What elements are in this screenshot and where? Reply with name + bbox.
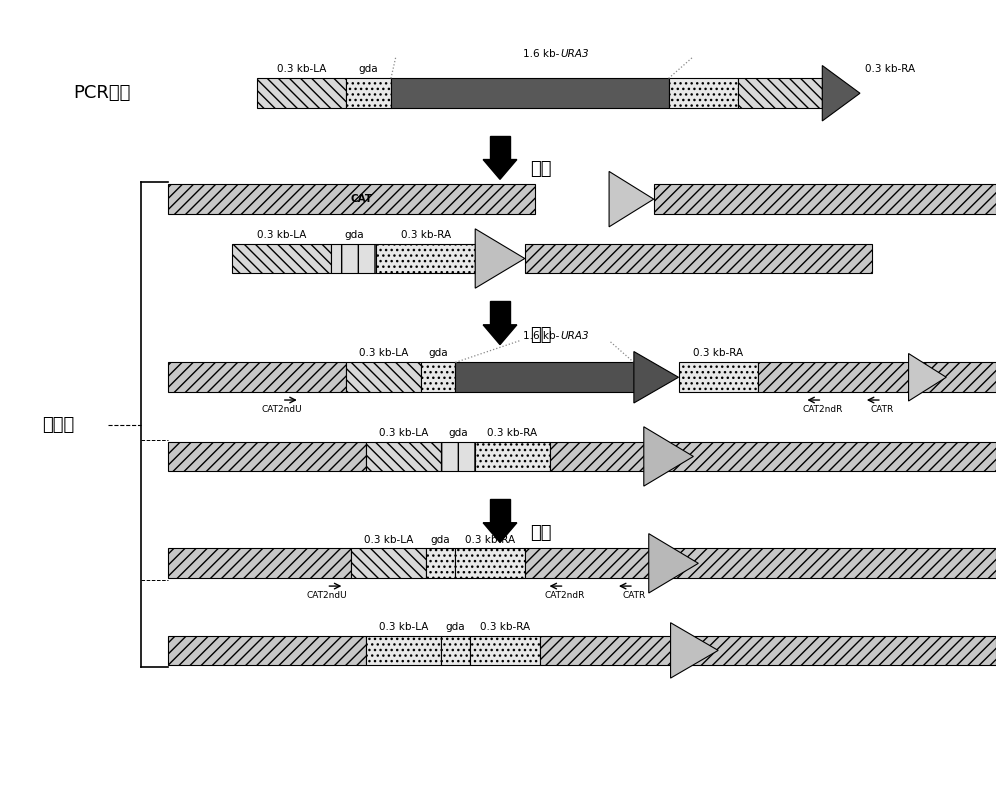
Text: 整合: 整合 bbox=[530, 326, 551, 344]
Bar bbox=[758, 362, 996, 392]
Text: URA3: URA3 bbox=[560, 331, 589, 341]
Bar bbox=[421, 362, 455, 392]
Text: gda: gda bbox=[428, 349, 448, 358]
Polygon shape bbox=[483, 324, 517, 345]
Bar bbox=[525, 244, 872, 274]
Bar bbox=[441, 442, 475, 471]
Polygon shape bbox=[822, 65, 860, 121]
Text: 0.3 kb-LA: 0.3 kb-LA bbox=[257, 229, 307, 240]
Polygon shape bbox=[475, 229, 525, 288]
Bar bbox=[490, 301, 510, 324]
Text: 1.6 kb-: 1.6 kb- bbox=[523, 331, 560, 341]
Text: CAT2ndR: CAT2ndR bbox=[544, 591, 585, 600]
Bar bbox=[455, 362, 634, 392]
Bar bbox=[351, 548, 426, 578]
Bar bbox=[346, 78, 391, 108]
Text: 0.3 kb-LA: 0.3 kb-LA bbox=[364, 535, 413, 544]
Polygon shape bbox=[609, 171, 654, 227]
Bar bbox=[550, 442, 996, 471]
Text: 0.3 kb-RA: 0.3 kb-RA bbox=[865, 64, 915, 74]
Text: 0.3 kb-RA: 0.3 kb-RA bbox=[480, 621, 530, 632]
Text: CAT: CAT bbox=[350, 194, 372, 204]
Text: gda: gda bbox=[446, 621, 465, 632]
Bar bbox=[366, 442, 441, 471]
Text: 0.3 kb-RA: 0.3 kb-RA bbox=[465, 535, 515, 544]
Text: PCR产物: PCR产物 bbox=[74, 85, 131, 102]
Polygon shape bbox=[644, 427, 693, 486]
Text: URA3: URA3 bbox=[560, 48, 589, 59]
Text: 0.3 kb-LA: 0.3 kb-LA bbox=[359, 349, 408, 358]
Bar bbox=[168, 362, 346, 392]
Text: CATR: CATR bbox=[870, 405, 893, 414]
Bar bbox=[232, 244, 331, 274]
Bar bbox=[738, 78, 822, 108]
Text: 0.3 kb-LA: 0.3 kb-LA bbox=[277, 64, 326, 74]
Text: CAT2ndU: CAT2ndU bbox=[306, 591, 347, 600]
Bar bbox=[654, 184, 996, 214]
Bar bbox=[168, 442, 366, 471]
Text: 切除: 切除 bbox=[530, 523, 551, 542]
Bar bbox=[470, 636, 540, 665]
Text: CAT2ndR: CAT2ndR bbox=[802, 405, 842, 414]
Bar bbox=[525, 548, 996, 578]
Text: gda: gda bbox=[448, 427, 468, 438]
Bar bbox=[366, 636, 441, 665]
Text: 染色体: 染色体 bbox=[43, 415, 75, 434]
Text: 1.6 kb-: 1.6 kb- bbox=[523, 48, 560, 59]
Bar bbox=[426, 548, 455, 578]
Bar bbox=[168, 548, 351, 578]
Polygon shape bbox=[483, 522, 517, 543]
Text: 0.3 kb-LA: 0.3 kb-LA bbox=[379, 427, 428, 438]
Polygon shape bbox=[671, 623, 718, 678]
Text: gda: gda bbox=[359, 64, 378, 74]
Polygon shape bbox=[909, 353, 946, 401]
Text: 0.3 kb-RA: 0.3 kb-RA bbox=[487, 427, 537, 438]
Bar bbox=[490, 499, 510, 522]
Bar bbox=[257, 78, 346, 108]
Bar bbox=[376, 244, 475, 274]
Bar bbox=[391, 78, 669, 108]
Text: gda: gda bbox=[344, 229, 364, 240]
Bar bbox=[331, 244, 376, 274]
Bar bbox=[490, 136, 510, 159]
Bar bbox=[540, 636, 996, 665]
Text: gda: gda bbox=[431, 535, 450, 544]
Bar bbox=[669, 78, 738, 108]
Text: 0.3 kb-RA: 0.3 kb-RA bbox=[693, 349, 743, 358]
Text: 0.3 kb-LA: 0.3 kb-LA bbox=[379, 621, 428, 632]
Polygon shape bbox=[483, 159, 517, 180]
Bar bbox=[346, 362, 421, 392]
Text: 0.3 kb-RA: 0.3 kb-RA bbox=[401, 229, 451, 240]
Text: CAT2ndU: CAT2ndU bbox=[262, 405, 302, 414]
Text: 转化: 转化 bbox=[530, 160, 551, 179]
Polygon shape bbox=[634, 352, 679, 403]
Bar bbox=[168, 636, 366, 665]
Text: CATR: CATR bbox=[622, 591, 646, 600]
Bar bbox=[475, 442, 550, 471]
Bar bbox=[441, 636, 470, 665]
Bar bbox=[679, 362, 758, 392]
Bar bbox=[168, 184, 535, 214]
Bar bbox=[455, 548, 525, 578]
Polygon shape bbox=[649, 534, 698, 593]
